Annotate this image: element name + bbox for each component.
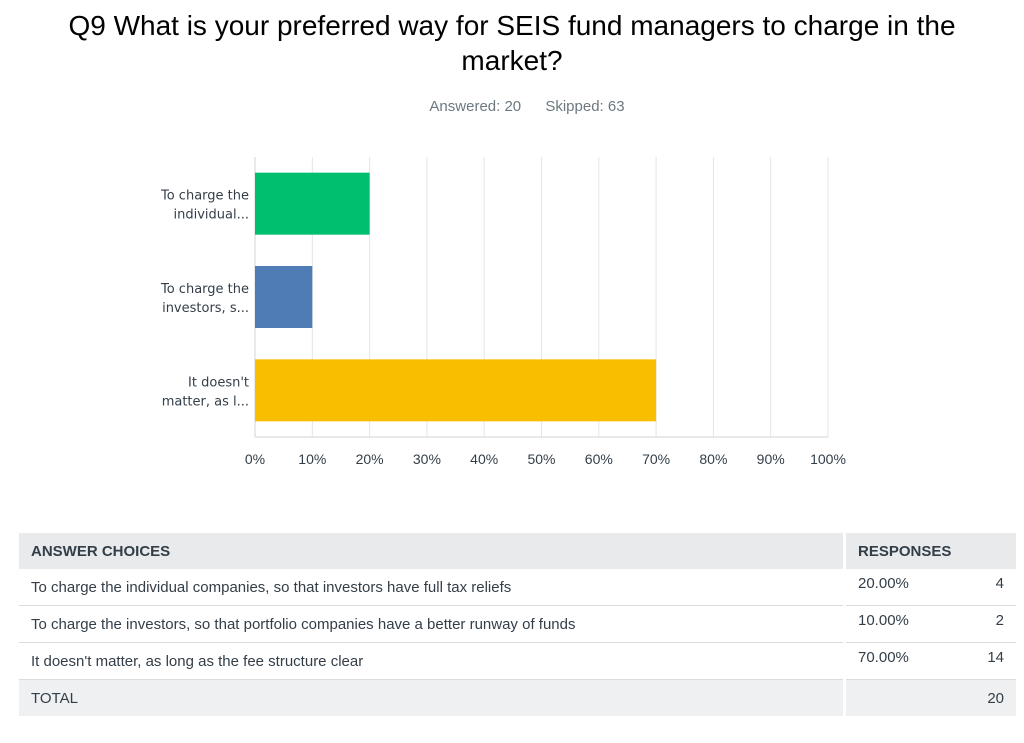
page-title: Q9 What is your preferred way for SEIS f… bbox=[68, 10, 956, 76]
header-responses: RESPONSES bbox=[843, 533, 1016, 569]
x-tick-label: 10% bbox=[298, 451, 326, 467]
x-tick-label: 80% bbox=[699, 451, 727, 467]
x-tick-label: 60% bbox=[585, 451, 613, 467]
x-tick-label: 50% bbox=[527, 451, 555, 467]
response-stats: Answered: 20 Skipped: 63 bbox=[0, 98, 1024, 115]
response-percent: 20.00% bbox=[843, 569, 958, 606]
x-tick-label: 0% bbox=[245, 451, 265, 467]
response-percent: 10.00% bbox=[843, 605, 958, 643]
table-header-row: ANSWER CHOICES RESPONSES bbox=[19, 533, 1016, 569]
header-answer-choices: ANSWER CHOICES bbox=[19, 533, 845, 569]
x-tick-label: 20% bbox=[356, 451, 384, 467]
choice-label: To charge the investors, so that portfol… bbox=[19, 605, 845, 643]
x-tick-label: 40% bbox=[470, 451, 498, 467]
total-row: TOTAL 20 bbox=[19, 679, 1016, 716]
response-count: 14 bbox=[958, 642, 1016, 680]
category-label: It doesn't matter, as l... bbox=[162, 375, 249, 409]
bar bbox=[255, 266, 313, 328]
x-tick-label: 70% bbox=[642, 451, 670, 467]
choice-label: It doesn't matter, as long as the fee st… bbox=[19, 642, 845, 680]
total-percent bbox=[843, 679, 958, 716]
table-row: To charge the investors, so that portfol… bbox=[19, 605, 1016, 643]
response-count: 2 bbox=[958, 605, 1016, 643]
bar bbox=[255, 359, 657, 422]
total-label: TOTAL bbox=[19, 679, 845, 716]
choice-label: To charge the individual companies, so t… bbox=[19, 569, 845, 606]
x-tick-label: 90% bbox=[757, 451, 785, 467]
category-label: To charge the investors, s... bbox=[160, 282, 249, 316]
total-count: 20 bbox=[958, 679, 1016, 716]
response-count: 4 bbox=[958, 569, 1016, 606]
x-tick-label: 100% bbox=[810, 451, 846, 467]
table-row: To charge the individual companies, so t… bbox=[19, 569, 1016, 606]
category-label: To charge the individual... bbox=[160, 189, 249, 223]
answer-table: ANSWER CHOICES RESPONSES To charge the i… bbox=[19, 533, 1016, 716]
bar bbox=[255, 172, 370, 235]
skipped-count: Skipped: 63 bbox=[545, 98, 625, 115]
table-row: It doesn't matter, as long as the fee st… bbox=[19, 642, 1016, 680]
bar-chart: 0% 10% 20% 30% 40% 50% 60% 70% 80% 90% 100% To char… bbox=[160, 157, 846, 467]
answered-count: Answered: 20 bbox=[429, 98, 522, 115]
x-tick-label: 30% bbox=[413, 451, 441, 467]
response-percent: 70.00% bbox=[843, 642, 958, 680]
